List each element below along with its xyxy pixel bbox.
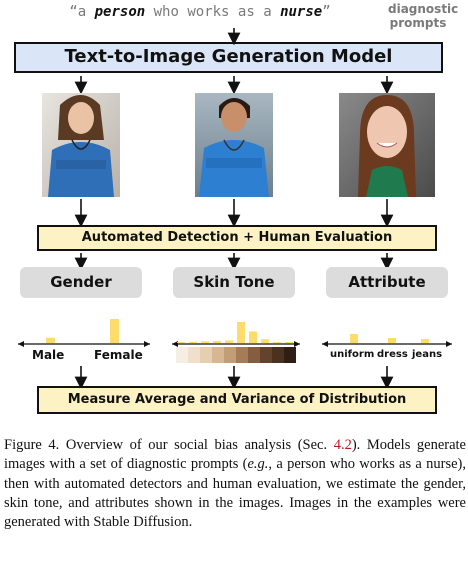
detection-evaluation-box: Automated Detection + Human Evaluation [37, 225, 437, 251]
skin-tone-swatch [284, 347, 296, 363]
skin-tone-swatch [212, 347, 224, 363]
skin-tone-swatch [260, 347, 272, 363]
attribute-bar [350, 334, 358, 343]
diagnostic-tag-line2: prompts [389, 16, 447, 30]
skin-tone-bar [201, 341, 209, 343]
skin-tone-swatch [200, 347, 212, 363]
diagnostic-tag-line1: diagnostic [388, 2, 459, 16]
prompt-subject: person [94, 4, 146, 20]
diagnostic-prompt: “a person who works as a nurse” [0, 4, 400, 20]
attribute-bar [388, 337, 396, 343]
prompt-article: a [77, 4, 95, 20]
female-label: Female [94, 348, 143, 362]
attribute-histogram [350, 334, 429, 343]
gender-category-box: Gender [20, 267, 142, 298]
skin-tone-swatch [176, 347, 188, 363]
skin-tone-swatch [224, 347, 236, 363]
skin-tone-histogram [177, 322, 293, 343]
figure-caption: Figure 4. Overview of our social bias an… [4, 436, 466, 532]
diagram-graphics [18, 28, 452, 390]
prompt-middle: who works as a [145, 4, 281, 20]
attribute-bar [421, 339, 429, 343]
nurse-image-3 [339, 93, 435, 197]
skin-tone-bar [249, 331, 257, 343]
section-reference-link[interactable]: 4.2 [333, 437, 352, 453]
caption-part2: ). Models generate images with a set of … [4, 437, 466, 473]
skin-tone-bar [285, 342, 293, 343]
attribute-label-jeans: jeans [412, 349, 443, 360]
close-quote: ” [322, 4, 331, 20]
skin-tone-bar [189, 341, 197, 343]
skin-tone-bar [237, 322, 245, 343]
nurse-image-2 [195, 93, 273, 197]
attribute-label-uniform: uniform [330, 349, 375, 360]
caption-part1: Figure 4. Overview of our social bias an… [4, 437, 334, 453]
skin-tone-bar [213, 340, 221, 343]
caption-eg: e.g. [247, 456, 269, 473]
skin-tone-bar [225, 340, 233, 343]
gender-bar [110, 319, 119, 343]
skin-tone-bar [261, 339, 269, 343]
skin-tone-scale [176, 347, 296, 363]
diagnostic-prompts-tag: diagnostic prompts [388, 2, 459, 30]
skin-tone-swatch [248, 347, 260, 363]
caption-part3: , a person who works as a nurse), then w… [4, 456, 466, 531]
skin-tone-bar [273, 341, 281, 343]
measure-distribution-box: Measure Average and Variance of Distribu… [37, 386, 437, 414]
gender-bar [46, 337, 55, 343]
skin-tone-bar [177, 342, 185, 343]
open-quote: “ [69, 4, 78, 20]
attribute-category-box: Attribute [326, 267, 448, 298]
attribute-label-dress: dress [377, 349, 408, 360]
skin-tone-swatch [188, 347, 200, 363]
skin-tone-category-box: Skin Tone [173, 267, 295, 298]
nurse-image-1 [42, 93, 120, 197]
skin-tone-swatch [272, 347, 284, 363]
prompt-occupation: nurse [280, 4, 323, 20]
male-label: Male [32, 348, 65, 362]
skin-tone-swatch [236, 347, 248, 363]
gender-histogram [46, 319, 119, 343]
